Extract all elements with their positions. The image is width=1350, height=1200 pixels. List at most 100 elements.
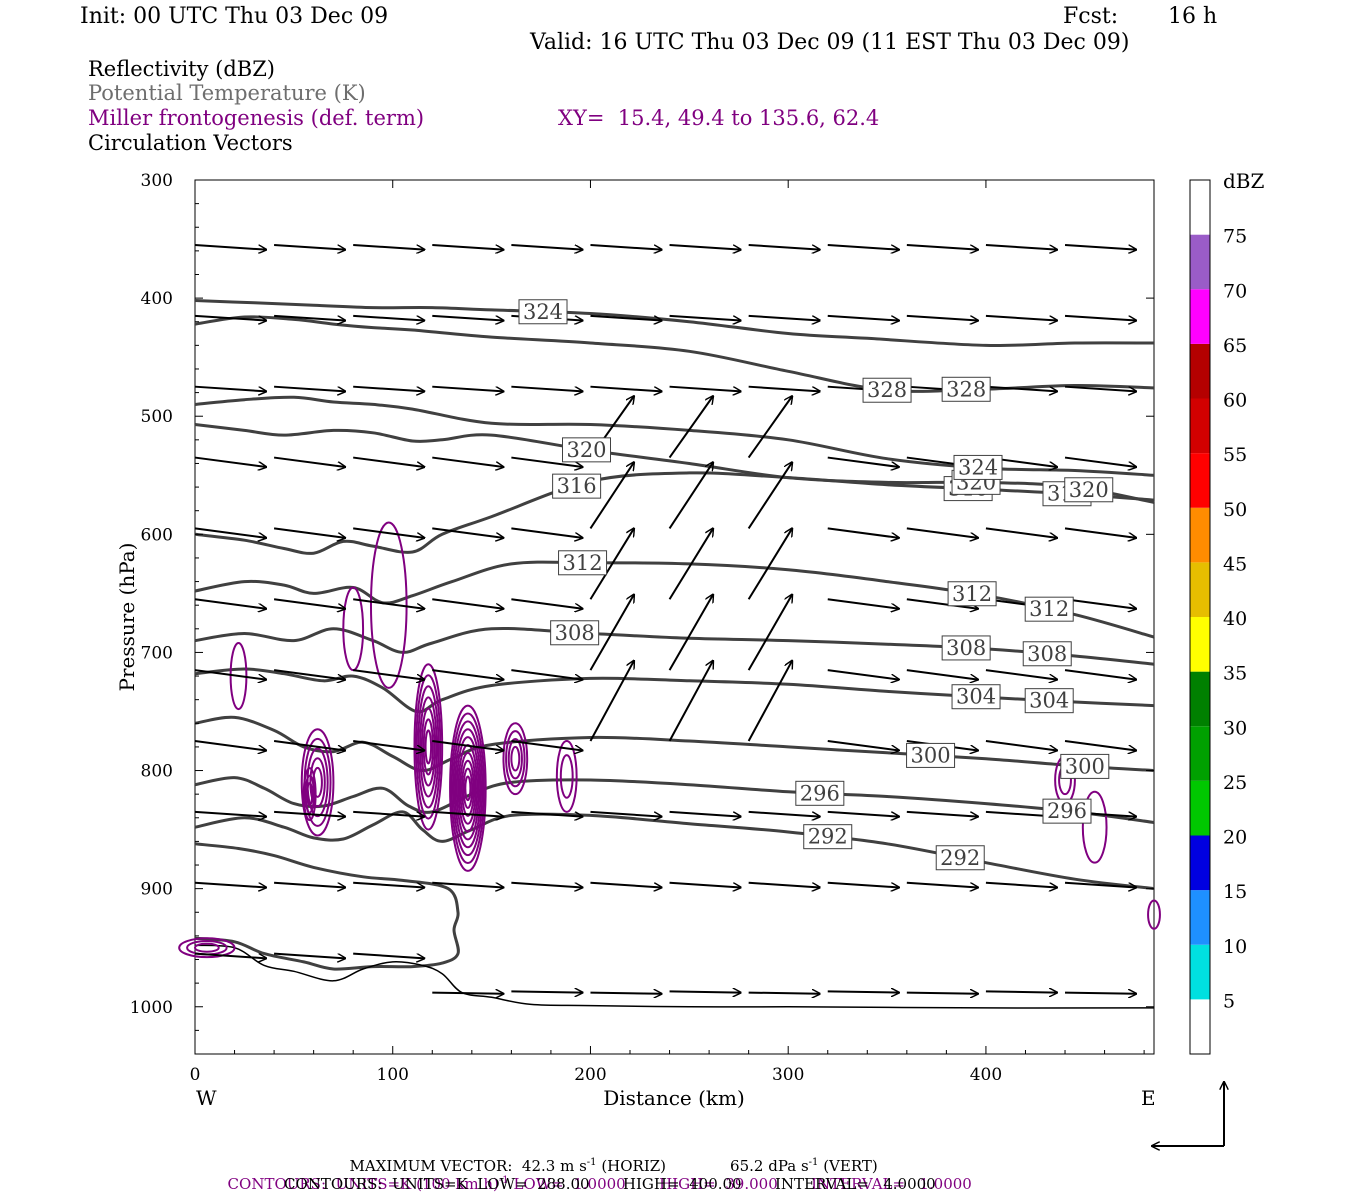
svg-text:292: 292	[808, 825, 848, 849]
circulation-vector	[748, 243, 820, 250]
svg-text:304: 304	[1029, 689, 1069, 713]
frontogenesis-contour	[300, 728, 335, 837]
circulation-vector	[985, 740, 1057, 750]
max-vector-vert-tag: (VERT)	[823, 1157, 878, 1175]
circulation-vector	[906, 598, 978, 608]
colorbar-swatch	[1190, 562, 1210, 617]
circulation-vector	[906, 527, 978, 537]
colorbar-swatch	[1190, 507, 1210, 563]
circulation-vector	[669, 314, 741, 321]
circulation-vector	[668, 595, 714, 671]
circulation-vector	[194, 456, 266, 467]
circulation-vector	[432, 385, 503, 392]
frontogenesis-contour	[178, 937, 236, 959]
max-vector-horiz-exp: -1	[586, 1157, 597, 1168]
circulation-vector	[432, 740, 503, 750]
circulation-vector	[589, 661, 634, 742]
colorbar-label: 50	[1223, 499, 1247, 521]
contour-label: 308	[1022, 641, 1072, 667]
contour-label: 312	[947, 581, 997, 607]
circulation-vector	[748, 385, 820, 392]
circulation-vector	[747, 396, 793, 459]
frontogenesis-contour	[449, 704, 487, 872]
circulation-vector	[985, 243, 1057, 250]
y-tick-label: 800	[141, 762, 173, 782]
contour-label: 296	[795, 780, 845, 806]
x-tick-label: 200	[574, 1065, 606, 1085]
frontogenesis-contour	[555, 740, 578, 813]
contour-label: 292	[935, 845, 985, 871]
circulation-vector	[511, 669, 582, 679]
colorbar-label: 65	[1223, 335, 1247, 357]
colorbar-swatch	[1190, 453, 1210, 508]
contour-label: 328	[862, 377, 912, 403]
colorbar-swatch	[1190, 671, 1210, 727]
circulation-vector	[194, 598, 266, 608]
circulation-vector	[590, 314, 661, 321]
circulation-vector	[1064, 527, 1136, 537]
circulation-vector	[274, 881, 345, 888]
colorbar-swatch	[1190, 726, 1210, 781]
circulation-vector	[194, 527, 266, 537]
circulation-vector	[827, 740, 899, 750]
circulation-vector	[353, 810, 424, 817]
colorbar-swatch	[1190, 890, 1210, 945]
valid-time: Valid: 16 UTC Thu 03 Dec 09 (11 EST Thu …	[530, 30, 1130, 55]
frontogenesis-contour	[302, 767, 317, 822]
colorbar-label: 20	[1223, 827, 1247, 849]
circulation-vector	[668, 528, 714, 600]
max-vector-vert-value: 65.2 dPa s	[730, 1157, 809, 1175]
circulation-vector	[827, 598, 899, 608]
svg-text:292: 292	[940, 846, 980, 870]
frontogenesis-contour	[1147, 899, 1161, 930]
max-vector-horiz-tag: (HORIZ)	[601, 1157, 667, 1175]
axes: 300 400 500 600 700 800 900 1000 0 100 200 300 400	[130, 171, 1154, 1085]
svg-text:304: 304	[956, 685, 996, 709]
contour-label: 320	[1064, 477, 1114, 503]
circulation-vector	[432, 527, 503, 537]
circulation-vector	[748, 314, 820, 321]
circulation-vector	[1064, 385, 1136, 392]
frontogenesis-contour	[369, 521, 408, 689]
colorbar-label: 75	[1223, 226, 1247, 248]
x-tick-label: 0	[190, 1065, 201, 1085]
contour-label: 308	[941, 635, 991, 661]
circulation-vector	[906, 993, 978, 994]
colorbar-frame	[1189, 179, 1211, 1055]
circulation-vector	[353, 527, 424, 537]
colorbar-label: 15	[1223, 881, 1247, 903]
contours-fronto-line: CONTOURS: UNITS=K (100 km h)-1 LOW= 1.00…	[218, 1157, 972, 1193]
field-theta: Potential Temperature (K)	[88, 81, 366, 105]
contour-label: 312	[558, 550, 608, 576]
circulation-vector	[747, 661, 793, 742]
circulation-vector	[590, 385, 661, 392]
circulation-vector	[747, 528, 793, 600]
frontogenesis-contour	[455, 736, 480, 841]
circulation-vectors	[194, 243, 1136, 994]
colorbar-swatch	[1190, 398, 1210, 454]
contour-label: 328	[941, 376, 991, 402]
circulation-vector	[274, 810, 345, 817]
theta-contour-332	[194, 299, 1155, 348]
circulation-vector	[274, 952, 345, 959]
circulation-vector	[353, 881, 424, 888]
colorbar-swatch	[1190, 944, 1210, 1000]
terrain-line	[194, 944, 1155, 1009]
svg-text:324: 324	[523, 300, 563, 324]
circulation-vector	[432, 881, 503, 888]
circulation-vector	[1064, 598, 1136, 608]
x-tick-label: 300	[772, 1065, 804, 1085]
west-label: W	[196, 1086, 217, 1110]
x-tick-label: 400	[970, 1065, 1002, 1085]
circulation-vector	[1064, 243, 1136, 250]
frontogenesis-contour	[462, 767, 474, 809]
circulation-vector	[985, 991, 1057, 992]
circulation-vector	[511, 881, 582, 888]
frontogenesis-contour	[304, 774, 315, 814]
colorbar-swatch	[1190, 835, 1210, 891]
x-axis-label: Distance (km)	[603, 1086, 745, 1110]
contour-labels: 292 292 296 296 300 300 304 304 308 308 308 312 312 3…	[518, 299, 1114, 871]
y-tick-label: 500	[141, 407, 173, 427]
circulation-vector	[1065, 993, 1136, 994]
